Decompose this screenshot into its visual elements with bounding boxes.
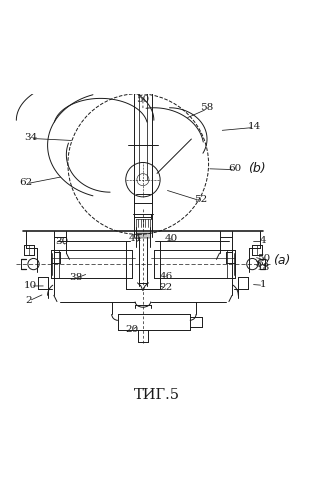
Text: 46: 46 — [160, 272, 173, 281]
Text: 44: 44 — [128, 234, 142, 243]
Text: (b): (b) — [248, 162, 266, 174]
Text: 62: 62 — [257, 258, 270, 268]
Text: 18: 18 — [257, 263, 270, 272]
Text: 60: 60 — [229, 164, 242, 173]
Text: 10: 10 — [24, 280, 37, 289]
Text: 58: 58 — [200, 104, 214, 112]
Text: 50: 50 — [136, 96, 149, 104]
Text: 20: 20 — [125, 324, 138, 334]
Text: 2: 2 — [25, 296, 32, 304]
Text: 62: 62 — [19, 178, 32, 188]
Text: 52: 52 — [194, 196, 207, 204]
Text: 40: 40 — [165, 234, 178, 243]
Text: 50: 50 — [257, 254, 270, 264]
Text: 22: 22 — [160, 283, 173, 292]
Text: 38: 38 — [69, 273, 82, 282]
Text: 30: 30 — [55, 236, 68, 246]
Text: 34: 34 — [24, 133, 37, 142]
Text: (a): (a) — [273, 254, 291, 266]
Text: ΤИГ.5: ΤИГ.5 — [134, 388, 180, 402]
Text: 1: 1 — [260, 280, 267, 289]
Text: 4: 4 — [260, 236, 267, 245]
Text: 14: 14 — [247, 122, 261, 131]
